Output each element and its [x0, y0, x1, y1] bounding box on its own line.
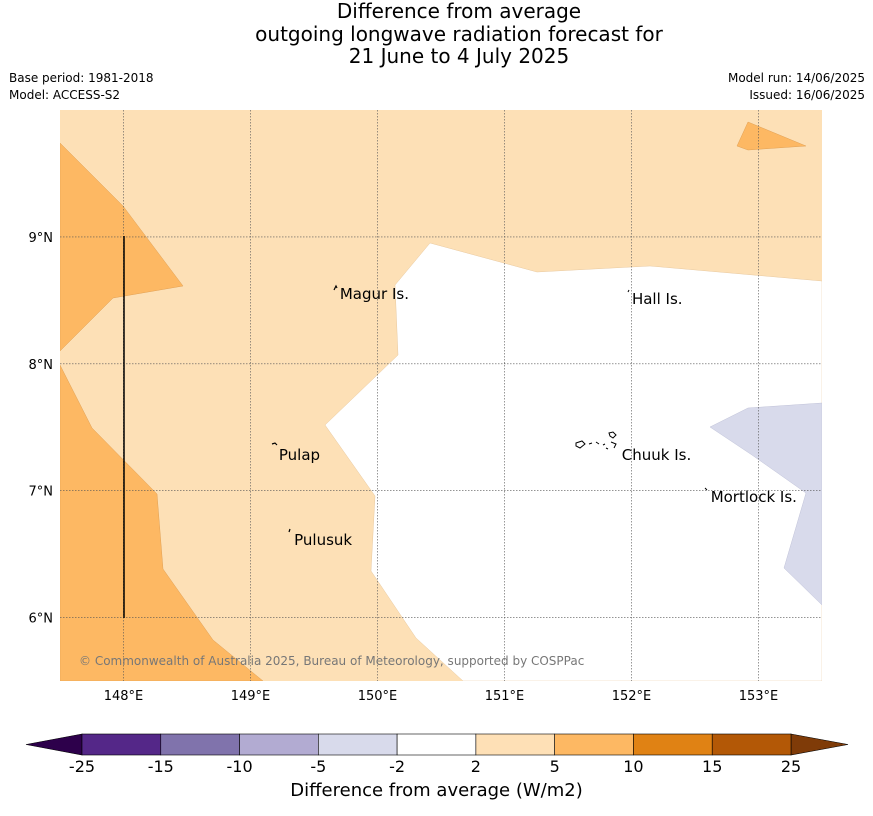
y-tick-label: 9°N: [29, 231, 54, 246]
colorbar-segment: [160, 733, 240, 756]
anomaly-region-neutral: [324, 242, 822, 681]
colorbar-tick-label: 2: [471, 757, 481, 776]
anomaly-region-light-purple: [709, 402, 822, 606]
colorbar-segment: [81, 733, 162, 756]
meta-right: Model run: 14/06/2025 Issued: 16/06/2025: [728, 70, 865, 104]
colorbar-tick-label: 15: [702, 757, 722, 776]
colorbar-extend-low: [25, 733, 83, 756]
title-line-2: outgoing longwave radiation forecast for: [255, 21, 663, 46]
place-labels: Magur Is. Hall Is. Pulap Chuuk Is. Mortlock …: [279, 285, 797, 549]
x-tick-label: 151°E: [485, 689, 525, 704]
model-run-text: Model run: 14/06/2025: [727, 71, 865, 85]
colorbar-tick-label: -25: [69, 757, 95, 776]
anomaly-region-orange-northeast: [736, 121, 807, 151]
x-tick-label: 150°E: [358, 689, 398, 704]
place-label: Chuuk Is.: [622, 446, 691, 464]
y-tick-label: 8°N: [29, 358, 54, 373]
x-tick-label: 148°E: [104, 689, 144, 704]
island-mortlock: [704, 487, 708, 491]
colorbar-extend-high: [790, 733, 849, 756]
issued-text: Issued: 16/06/2025: [749, 88, 865, 102]
island-pulap: [271, 442, 278, 446]
colorbar-tick-label: -10: [226, 757, 252, 776]
anomaly-region-orange-north: [60, 142, 184, 352]
base-period-text: Base period: 1981-2018: [9, 71, 154, 85]
place-label: Magur Is.: [340, 285, 409, 303]
colorbar-tick-label: -2: [389, 757, 405, 776]
place-label: Hall Is.: [632, 290, 683, 308]
title-line-3: 21 June to 4 July 2025: [348, 44, 570, 68]
axis-ticks: 148°E 149°E 150°E 151°E 152°E 153°E 9°N 8°N 7°N 6…: [29, 231, 779, 704]
colorbar-tick-label: 5: [550, 757, 560, 776]
x-tick-label: 153°E: [739, 689, 779, 704]
colorbar-segment: [633, 733, 713, 756]
place-label: Mortlock Is.: [711, 488, 797, 506]
island-outlines: [271, 284, 708, 533]
colorbar-tick-label: 25: [781, 757, 801, 776]
colorbar-segment: [711, 733, 792, 756]
x-tick-label: 149°E: [231, 689, 271, 704]
anomaly-region-orange-south: [60, 364, 264, 681]
place-label: Pulusuk: [294, 531, 352, 549]
colorbar-segment: [396, 733, 477, 756]
colorbar-tick-label: 10: [623, 757, 643, 776]
x-tick-label: 152°E: [612, 689, 652, 704]
colorbar-segment: [475, 733, 555, 756]
colorbar: -25 -15 -10 -5 -2 2 5 10 15 25: [25, 733, 849, 776]
island-pulusuk: [288, 528, 291, 533]
colorbar-tick-label: -15: [148, 757, 174, 776]
island-hall: [627, 289, 630, 293]
colorbar-label: Difference from average (W/m2): [290, 780, 583, 801]
map-title: Difference from average outgoing longwav…: [0, 0, 873, 68]
map-plot-area: Magur Is. Hall Is. Pulap Chuuk Is. Mortlock …: [60, 110, 822, 681]
island-chuuk-lagoon: [575, 431, 617, 450]
model-text: Model: ACCESS-S2: [9, 88, 121, 102]
colorbar-tick-label: -5: [310, 757, 326, 776]
y-tick-label: 6°N: [29, 612, 54, 627]
colorbar-segment: [554, 733, 634, 756]
colorbar-segment: [318, 733, 398, 756]
meta-left: Base period: 1981-2018 Model: ACCESS-S2: [9, 70, 154, 104]
y-tick-label: 7°N: [29, 485, 54, 500]
place-label: Pulap: [279, 446, 320, 464]
island-magur: [333, 284, 338, 291]
copyright-text: © Commonwealth of Australia 2025, Bureau…: [79, 654, 584, 668]
title-line-1: Difference from average: [336, 0, 582, 23]
colorbar-segment: [239, 733, 319, 756]
